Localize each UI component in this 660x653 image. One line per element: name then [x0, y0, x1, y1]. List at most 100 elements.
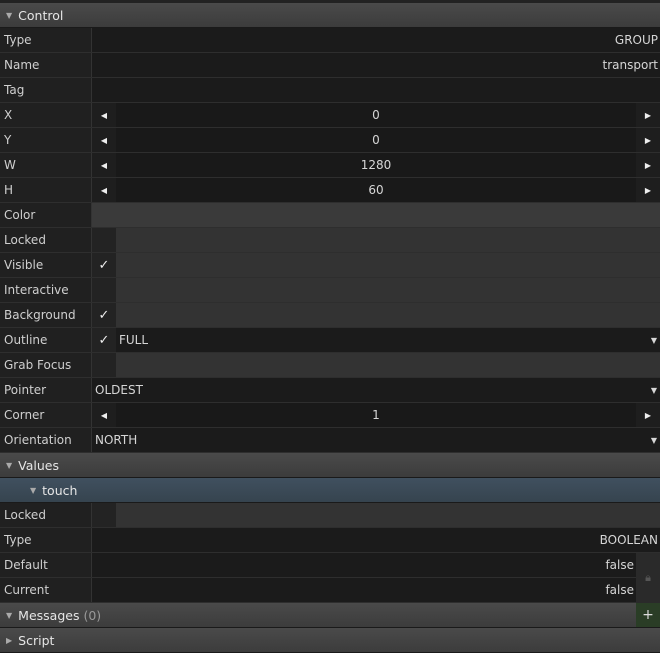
row-locked: Locked [0, 228, 660, 253]
triangle-down-icon: ▼ [6, 610, 13, 620]
label: Locked [0, 503, 92, 527]
triangle-down-icon: ▼ [30, 485, 37, 495]
section-title: Messages [18, 607, 80, 623]
type-value: GROUP [92, 28, 660, 52]
label: Current [0, 578, 92, 602]
lock-icon[interactable]: 🔒︎ [636, 553, 660, 603]
row-visible: Visible ✓ [0, 253, 660, 278]
label: Color [0, 203, 92, 227]
row-color: Color [0, 203, 660, 228]
dropdown-value: FULL [119, 333, 149, 347]
label: Outline [0, 328, 92, 352]
label: Corner [0, 403, 92, 427]
grab-focus-checkbox[interactable] [92, 353, 116, 377]
label: Type [0, 528, 92, 552]
label: Grab Focus [0, 353, 92, 377]
row-grab-focus: Grab Focus [0, 353, 660, 378]
arrow-right-icon[interactable]: ▶ [636, 153, 660, 177]
interactive-checkbox[interactable] [92, 278, 116, 302]
default-field[interactable]: false [92, 553, 636, 577]
row-touch-locked: Locked [0, 503, 660, 528]
label: Background [0, 303, 92, 327]
row-w: W ◀ 1280 ▶ [0, 153, 660, 178]
row-interactive: Interactive [0, 278, 660, 303]
arrow-left-icon[interactable]: ◀ [92, 178, 116, 202]
label: Visible [0, 253, 92, 277]
triangle-down-icon: ▼ [650, 435, 657, 445]
label: Pointer [0, 378, 92, 402]
row-touch-current: Current false [0, 578, 636, 603]
row-background: Background ✓ [0, 303, 660, 328]
w-stepper[interactable]: 1280 [116, 153, 636, 177]
label: Y [0, 128, 92, 152]
pointer-dropdown[interactable]: OLDEST ▼ [92, 378, 660, 402]
section-title: touch [42, 482, 78, 498]
plus-icon[interactable]: + [636, 603, 660, 627]
current-field[interactable]: false [92, 578, 636, 602]
section-control-header[interactable]: ▼ Control [0, 3, 660, 28]
dropdown-value: NORTH [95, 433, 138, 447]
row-touch-default: Default false [0, 553, 636, 578]
arrow-left-icon[interactable]: ◀ [92, 103, 116, 127]
arrow-right-icon[interactable]: ▶ [636, 103, 660, 127]
row-pointer: Pointer OLDEST ▼ [0, 378, 660, 403]
triangle-down-icon: ▼ [6, 460, 13, 470]
triangle-down-icon: ▼ [6, 10, 13, 20]
top-border [0, 0, 660, 3]
x-stepper[interactable]: 0 [116, 103, 636, 127]
section-script-header[interactable]: ▶ Script [0, 628, 660, 653]
arrow-right-icon[interactable]: ▶ [636, 403, 660, 427]
arrow-left-icon[interactable]: ◀ [92, 128, 116, 152]
row-name: Name transport [0, 53, 660, 78]
row-touch-type: Type BOOLEAN [0, 528, 660, 553]
label: Default [0, 553, 92, 577]
section-title: Script [18, 632, 55, 648]
label: Orientation [0, 428, 92, 452]
touch-locked-checkbox[interactable] [92, 503, 116, 527]
label: H [0, 178, 92, 202]
label: Name [0, 53, 92, 77]
visible-checkbox[interactable]: ✓ [92, 253, 116, 277]
triangle-down-icon: ▼ [650, 385, 657, 395]
row-corner: Corner ◀ 1 ▶ [0, 403, 660, 428]
value-touch-header[interactable]: ▼ touch [0, 478, 660, 503]
h-stepper[interactable]: 60 [116, 178, 636, 202]
label: X [0, 103, 92, 127]
section-title: Control [18, 7, 64, 23]
arrow-left-icon[interactable]: ◀ [92, 403, 116, 427]
section-title: Values [18, 457, 59, 473]
tag-field[interactable] [92, 78, 660, 102]
arrow-right-icon[interactable]: ▶ [636, 128, 660, 152]
outline-checkbox[interactable]: ✓ [92, 328, 116, 352]
row-x: X ◀ 0 ▶ [0, 103, 660, 128]
background-checkbox[interactable]: ✓ [92, 303, 116, 327]
default-current-group: Default false Current false 🔒︎ [0, 553, 660, 603]
row-y: Y ◀ 0 ▶ [0, 128, 660, 153]
triangle-right-icon: ▶ [6, 635, 13, 645]
triangle-down-icon: ▼ [650, 335, 657, 345]
name-field[interactable]: transport [92, 53, 660, 77]
section-values-header[interactable]: ▼ Values [0, 453, 660, 478]
corner-stepper[interactable]: 1 [116, 403, 636, 427]
y-stepper[interactable]: 0 [116, 128, 636, 152]
dropdown-value: OLDEST [95, 383, 143, 397]
row-tag: Tag [0, 78, 660, 103]
label: W [0, 153, 92, 177]
color-swatch[interactable] [92, 203, 660, 227]
section-messages-header[interactable]: ▼ Messages (0) + [0, 603, 660, 628]
messages-count: (0) [83, 607, 102, 623]
outline-dropdown[interactable]: FULL ▼ [116, 328, 660, 352]
row-h: H ◀ 60 ▶ [0, 178, 660, 203]
orientation-dropdown[interactable]: NORTH ▼ [92, 428, 660, 452]
touch-type-value: BOOLEAN [92, 528, 660, 552]
label: Type [0, 28, 92, 52]
row-type: Type GROUP [0, 28, 660, 53]
locked-checkbox[interactable] [92, 228, 116, 252]
arrow-left-icon[interactable]: ◀ [92, 153, 116, 177]
arrow-right-icon[interactable]: ▶ [636, 178, 660, 202]
row-outline: Outline ✓ FULL ▼ [0, 328, 660, 353]
row-orientation: Orientation NORTH ▼ [0, 428, 660, 453]
label: Locked [0, 228, 92, 252]
label: Tag [0, 78, 92, 102]
label: Interactive [0, 278, 92, 302]
